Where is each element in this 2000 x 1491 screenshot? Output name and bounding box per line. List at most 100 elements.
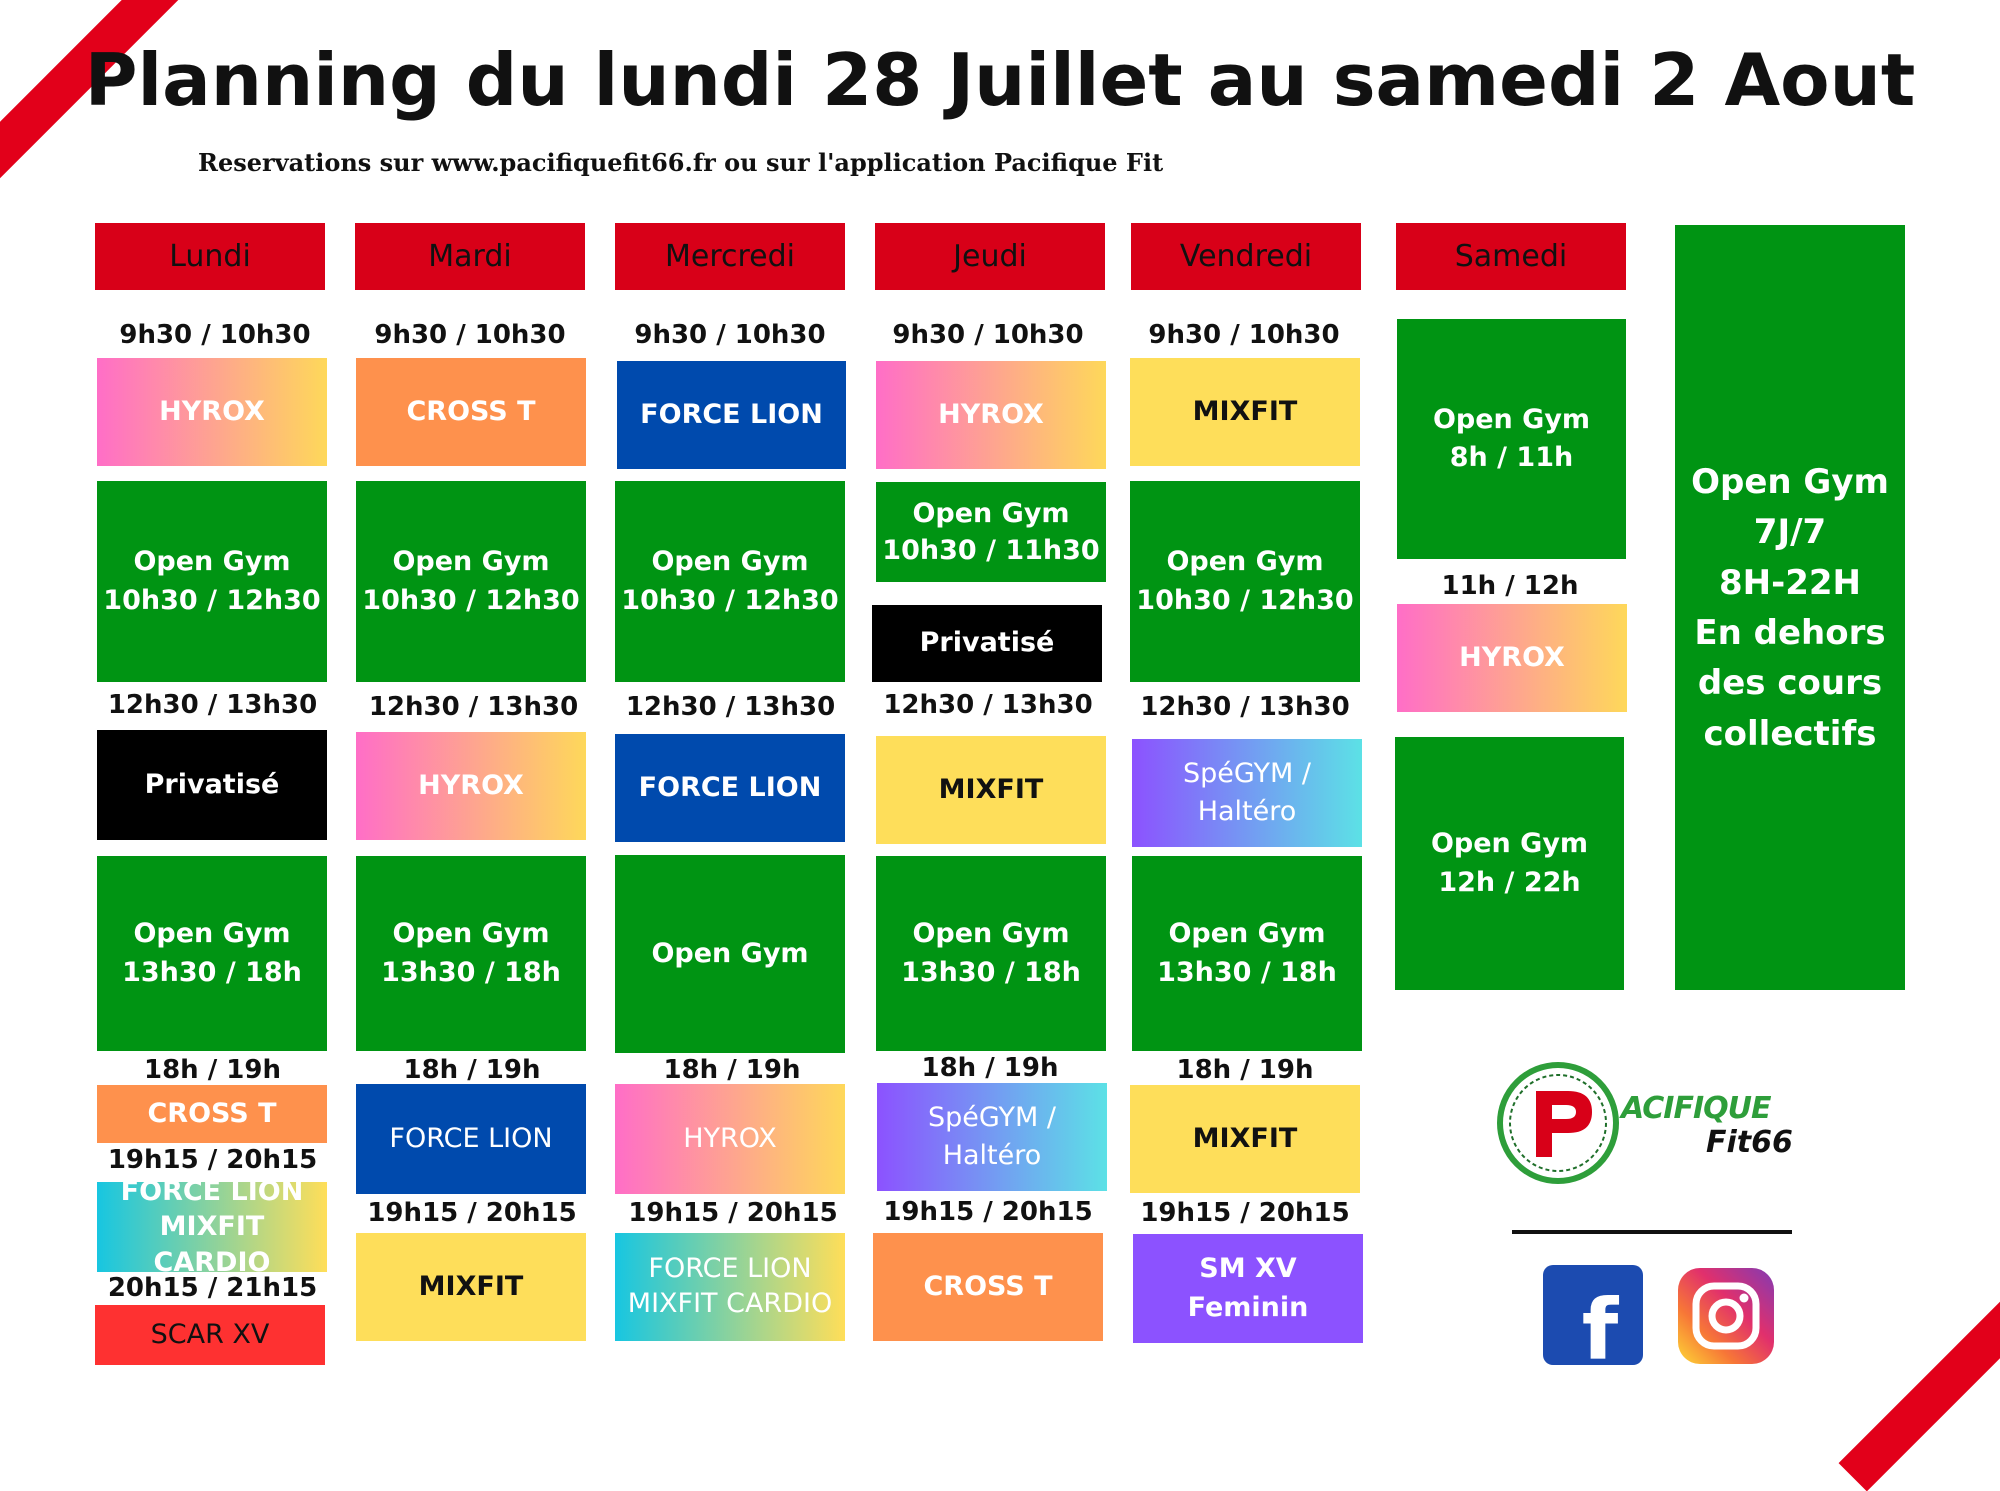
jeudi-class-hyrox: HYROX xyxy=(876,361,1106,469)
class-label-line2: Haltéro xyxy=(942,1140,1042,1171)
class-label: FORCE LION xyxy=(389,1122,553,1154)
open-gym-label: Open Gym xyxy=(1432,403,1591,435)
class-label: CROSS T xyxy=(923,1270,1053,1302)
page-title: Planning du lundi 28 Juillet au samedi 2… xyxy=(84,38,1916,122)
vendredi-open-gym-morning: Open Gym 10h30 / 12h30 xyxy=(1130,481,1360,682)
lundi-class-cross-t: CROSS T xyxy=(97,1085,327,1143)
samedi-open-gym-morning: Open Gym 8h / 11h xyxy=(1397,319,1626,559)
class-label-line2: Feminin xyxy=(1187,1291,1309,1323)
class-label: SCAR XV xyxy=(150,1318,270,1350)
day-header-lundi: Lundi xyxy=(95,223,325,290)
mercredi-time-3: 18h / 19h xyxy=(663,1055,801,1085)
pacifique-fit-logo: ACIFIQUE Fit66 xyxy=(1496,1061,1796,1186)
lundi-time-1: 9h30 / 10h30 xyxy=(119,320,311,350)
lundi-time-3: 18h / 19h xyxy=(144,1055,281,1085)
vendredi-time-2: 12h30 / 13h30 xyxy=(1140,692,1350,722)
vendredi-time-1: 9h30 / 10h30 xyxy=(1148,320,1340,350)
class-label-line2: Haltéro xyxy=(1197,796,1297,827)
corner-stripe-bottom-right xyxy=(1838,1208,2000,1491)
mardi-time-1: 9h30 / 10h30 xyxy=(374,320,566,350)
class-label: Privatisé xyxy=(919,627,1055,659)
class-label: HYROX xyxy=(159,395,265,427)
open-gym-hours: 10h30 / 12h30 xyxy=(621,584,839,616)
lundi-time-4: 19h15 / 20h15 xyxy=(107,1145,318,1175)
mardi-open-gym-afternoon: Open Gym 13h30 / 18h xyxy=(356,856,586,1051)
open-gym-hours: 13h30 / 18h xyxy=(901,956,1081,988)
lundi-open-gym-morning: Open Gym 10h30 / 12h30 xyxy=(97,481,327,682)
reservation-subtitle: Reservations sur www.pacifiquefit66.fr o… xyxy=(198,148,1164,177)
mercredi-class-force-lion-2: FORCE LION xyxy=(615,734,845,842)
mercredi-time-2: 12h30 / 13h30 xyxy=(625,692,836,722)
samedi-time-1: 11h / 12h xyxy=(1441,571,1579,601)
class-label: HYROX xyxy=(683,1122,777,1154)
class-label-line1: SpéGYM / xyxy=(928,1101,1056,1133)
open-gym-label: Open Gym xyxy=(392,918,550,950)
samedi-class-hyrox: HYROX xyxy=(1397,604,1627,712)
mardi-time-2: 12h30 / 13h30 xyxy=(368,692,579,722)
logo-text-fit66: Fit66 xyxy=(1706,1125,1793,1160)
mardi-time-3: 18h / 19h xyxy=(403,1055,541,1085)
day-header-vendredi: Vendredi xyxy=(1131,223,1361,290)
mardi-class-force-lion: FORCE LION xyxy=(356,1084,586,1194)
open-gym-hours: 10h30 / 12h30 xyxy=(362,584,580,616)
open-gym-label: Open Gym xyxy=(912,918,1070,950)
vendredi-class-mixfit: MIXFIT xyxy=(1130,358,1360,466)
class-label-line2: MIXFIT CARDIO xyxy=(627,1288,833,1319)
class-label: FORCE LION xyxy=(640,398,823,430)
class-label: MIXFIT xyxy=(938,773,1044,805)
mercredi-class-force-lion-mixfit-cardio: FORCE LION MIXFIT CARDIO xyxy=(615,1233,845,1341)
info-line-5: des cours xyxy=(1697,663,1883,704)
open-gym-label: Open Gym xyxy=(1168,918,1326,950)
open-gym-label: Open Gym xyxy=(651,937,809,969)
jeudi-time-3: 18h / 19h xyxy=(921,1053,1059,1083)
lundi-class-scar-xv: SCAR XV xyxy=(95,1305,325,1365)
class-label: Privatisé xyxy=(144,768,280,800)
open-gym-label: Open Gym xyxy=(133,918,291,950)
open-gym-label: Open Gym xyxy=(912,497,1070,529)
mardi-class-cross-t: CROSS T xyxy=(356,358,586,466)
open-gym-label: Open Gym xyxy=(392,546,550,578)
mercredi-open-gym-morning: Open Gym 10h30 / 12h30 xyxy=(615,481,845,682)
day-header-mercredi: Mercredi xyxy=(615,223,845,290)
jeudi-time-1: 9h30 / 10h30 xyxy=(892,320,1084,350)
vendredi-open-gym-afternoon: Open Gym 13h30 / 18h xyxy=(1132,856,1362,1051)
class-label: FORCE LION xyxy=(638,771,822,803)
info-line-6: collectifs xyxy=(1703,713,1877,754)
samedi-open-gym-afternoon: Open Gym 12h / 22h xyxy=(1395,737,1624,990)
lundi-class-hyrox: HYROX xyxy=(97,358,327,466)
open-gym-hours: 12h / 22h xyxy=(1438,866,1581,898)
mercredi-class-force-lion: FORCE LION xyxy=(617,361,846,469)
mercredi-time-1: 9h30 / 10h30 xyxy=(634,320,826,350)
day-header-jeudi: Jeudi xyxy=(875,223,1105,290)
jeudi-open-gym-morning: Open Gym 10h30 / 11h30 xyxy=(876,482,1106,582)
jeudi-open-gym-afternoon: Open Gym 13h30 / 18h xyxy=(876,856,1106,1051)
jeudi-time-4: 19h15 / 20h15 xyxy=(883,1197,1093,1227)
open-gym-hours: 10h30 / 12h30 xyxy=(1136,584,1354,616)
open-gym-label: Open Gym xyxy=(1166,546,1324,578)
vendredi-class-sm-xv-feminin: SM XV Feminin xyxy=(1133,1234,1363,1343)
facebook-icon[interactable]: f xyxy=(1543,1265,1643,1365)
class-label-line1: SpéGYM / xyxy=(1183,757,1311,789)
open-gym-label: Open Gym xyxy=(651,546,809,578)
open-gym-hours: 10h30 / 12h30 xyxy=(103,584,321,616)
lundi-time-2: 12h30 / 13h30 xyxy=(107,690,318,720)
class-label: MIXFIT xyxy=(1192,395,1298,427)
instagram-icon[interactable] xyxy=(1678,1268,1774,1364)
info-line-2: 7J/7 xyxy=(1753,512,1827,553)
open-gym-hours: 8h / 11h xyxy=(1449,442,1574,473)
class-label: CROSS T xyxy=(147,1097,277,1129)
class-label: HYROX xyxy=(418,769,524,801)
jeudi-time-2: 12h30 / 13h30 xyxy=(883,690,1093,720)
lundi-class-force-lion-mixfit-cardio: FORCE LION MIXFIT CARDIO xyxy=(97,1176,327,1278)
vendredi-time-3: 18h / 19h xyxy=(1176,1055,1314,1085)
divider-line xyxy=(1512,1230,1792,1234)
mardi-open-gym-morning: Open Gym 10h30 / 12h30 xyxy=(356,481,586,682)
class-label-line1: SM XV xyxy=(1199,1253,1297,1285)
class-label: HYROX xyxy=(1459,641,1565,673)
facebook-glyph: f xyxy=(1581,1281,1619,1365)
info-line-3: 8H-22H xyxy=(1719,562,1861,603)
vendredi-class-mixfit-2: MIXFIT xyxy=(1130,1085,1360,1193)
open-gym-hours: 13h30 / 18h xyxy=(122,956,302,988)
class-label-line1: FORCE LION xyxy=(120,1175,304,1207)
info-line-1: Open Gym xyxy=(1691,462,1889,502)
